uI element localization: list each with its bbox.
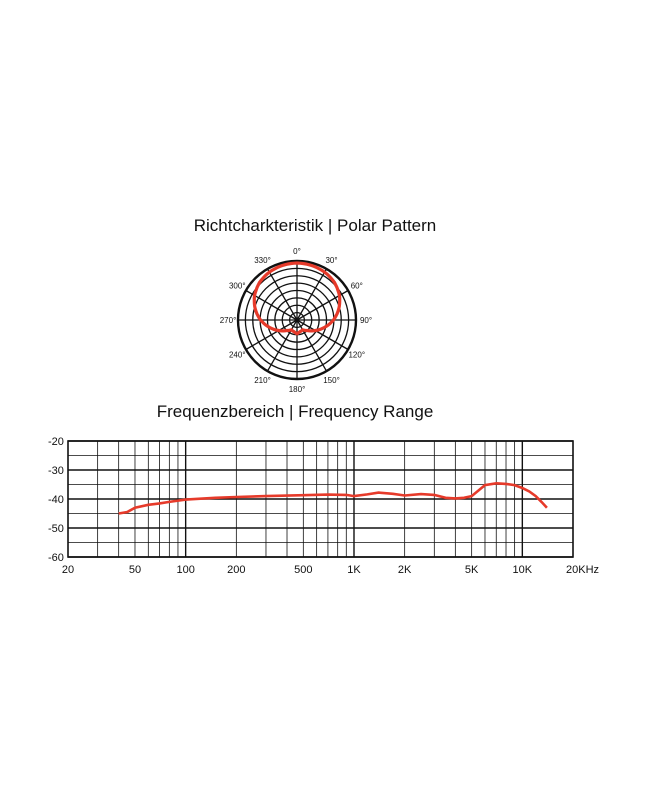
polar-spoke: [296, 319, 349, 351]
polar-angle-label: 120°: [348, 351, 365, 360]
polar-angle-label: 240°: [229, 351, 246, 360]
polar-angle-label: 30°: [325, 256, 337, 265]
polar-angle-label: 300°: [229, 282, 246, 291]
x-tick-label: 1K: [347, 564, 361, 576]
polar-angle-label: 180°: [289, 385, 306, 394]
polar-pattern-curve: [252, 261, 342, 336]
polar-angle-label: 270°: [220, 316, 237, 325]
polar-angle-label: 210°: [254, 376, 271, 385]
y-tick-label: -20: [48, 436, 64, 448]
y-tick-label: -30: [48, 465, 64, 477]
polar-spoke: [245, 319, 298, 351]
x-tick-label: 10K: [513, 564, 533, 576]
x-tick-labels: 20 50 100 200 500 1K 2K 5K 10K 20KHz: [62, 564, 599, 576]
polar-angle-label: 330°: [254, 256, 271, 265]
x-tick-label: 50: [129, 564, 141, 576]
polar-pattern-title: Richtcharkteristik | Polar Pattern: [193, 216, 437, 235]
x-tick-label: 20KHz: [566, 564, 599, 576]
y-tick-labels: -20 -30 -40 -50 -60: [48, 436, 64, 564]
x-tick-label: 500: [294, 564, 312, 576]
polar-angle-label: 150°: [323, 376, 340, 385]
polar-angle-label: 60°: [351, 282, 363, 291]
frequency-response-curve: [118, 481, 548, 515]
y-tick-label: -40: [48, 494, 64, 506]
frequency-range-title: Frequenzbereich | Frequency Range: [156, 402, 434, 421]
polar-angle-label: 0°: [293, 247, 301, 256]
frequency-grid: [67, 440, 574, 558]
polar-angle-label: 90°: [360, 316, 372, 325]
polar-spoke: [296, 268, 328, 321]
x-tick-label: 100: [176, 564, 194, 576]
polar-spoke: [266, 268, 298, 321]
x-tick-label: 2K: [398, 564, 412, 576]
polar-angle-labels: 0° 30° 60° 90° 120° 150° 180° 210° 240° 270° 300° 3…: [220, 247, 372, 394]
plot-frame: [67, 440, 574, 558]
x-tick-label: 20: [62, 564, 74, 576]
x-tick-label: 200: [227, 564, 245, 576]
y-tick-label: -60: [48, 552, 64, 564]
y-tick-label: -50: [48, 523, 64, 535]
x-tick-label: 5K: [465, 564, 479, 576]
